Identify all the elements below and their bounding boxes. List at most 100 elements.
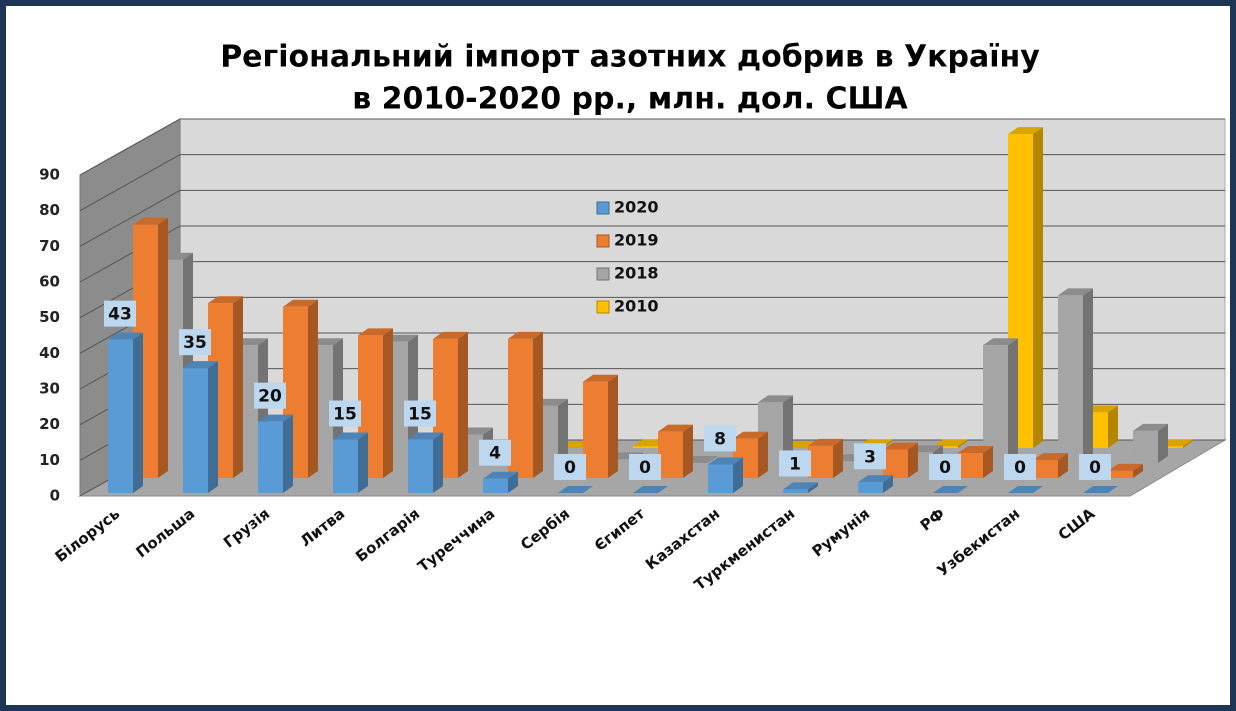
- bar-top: [408, 432, 443, 440]
- bar: [983, 345, 1008, 463]
- bar: [183, 368, 208, 493]
- bar-top: [433, 331, 468, 339]
- bar-top: [108, 332, 143, 340]
- data-label-box: [254, 382, 286, 409]
- bar: [408, 439, 433, 493]
- y-tick-label: 20: [39, 415, 60, 433]
- legend-label: 2018: [614, 264, 659, 283]
- data-label: 1: [789, 454, 801, 474]
- bar-side: [908, 442, 918, 478]
- data-label: 0: [564, 458, 576, 478]
- bar-side: [558, 398, 568, 463]
- bar-top: [1033, 453, 1068, 461]
- y-tick-label: 90: [39, 166, 60, 184]
- bar: [108, 339, 133, 493]
- bar: [883, 449, 908, 478]
- data-label-box: [104, 300, 136, 327]
- bar-side: [383, 328, 393, 478]
- bar-top: [1058, 288, 1093, 296]
- bar: [508, 338, 533, 478]
- data-label-box: [1079, 454, 1111, 480]
- legend-swatch: [596, 201, 610, 215]
- bar-top: [658, 424, 693, 432]
- data-label-box: [854, 443, 886, 470]
- legend-swatch: [596, 267, 610, 281]
- data-label-box: [329, 400, 361, 427]
- bar-side: [533, 331, 543, 478]
- y-tick-label: 80: [39, 201, 60, 219]
- data-label: 0: [1089, 458, 1101, 478]
- bar-top: [1083, 486, 1118, 493]
- bar: [583, 381, 608, 478]
- data-label-box: [929, 454, 961, 480]
- bar-side: [1183, 439, 1193, 448]
- bar-top: [558, 486, 593, 493]
- bar: [483, 478, 508, 493]
- bar-top: [1108, 463, 1143, 471]
- bar: [1133, 430, 1158, 463]
- bar-top: [858, 475, 893, 483]
- bar-side: [133, 332, 143, 493]
- bar-top: [1008, 486, 1043, 493]
- bar-side: [233, 296, 243, 478]
- data-label-box: [629, 454, 661, 480]
- bar-side: [458, 331, 468, 478]
- legend-label: 2019: [614, 231, 659, 250]
- bar-side: [1058, 453, 1068, 478]
- data-label-box: [179, 329, 211, 356]
- grid-line: [79, 154, 181, 212]
- bar: [1108, 470, 1133, 478]
- bar-side: [358, 432, 368, 493]
- bar-top: [183, 361, 218, 369]
- legend-swatch: [596, 234, 610, 248]
- bar-top: [733, 431, 768, 439]
- bar: [958, 453, 983, 478]
- bar: [333, 439, 358, 493]
- bar: [1058, 295, 1083, 463]
- bar-top: [783, 482, 818, 490]
- data-label: 15: [408, 405, 432, 425]
- bar-side: [733, 457, 743, 493]
- bar-side: [308, 299, 318, 478]
- data-label: 3: [864, 447, 876, 467]
- bar-side: [1108, 405, 1118, 448]
- bar-side: [1158, 423, 1168, 463]
- data-label-box: [554, 454, 586, 480]
- bar: [1033, 460, 1058, 478]
- chart-title: Регіональний імпорт азотних добрив в Укр…: [220, 40, 1040, 75]
- bar-top: [883, 442, 918, 450]
- bar: [633, 446, 658, 448]
- bar-side: [983, 446, 993, 478]
- bar-top: [633, 486, 668, 493]
- bar: [258, 421, 283, 493]
- bar-top: [983, 338, 1018, 346]
- y-tick-label: 60: [39, 273, 60, 291]
- bar-top: [1008, 127, 1043, 135]
- bar: [1158, 446, 1183, 448]
- chart-title: в 2010-2020 рр., млн. дол. США: [352, 82, 908, 117]
- data-label-box: [404, 400, 436, 427]
- bar-side: [208, 361, 218, 493]
- bar: [858, 482, 883, 493]
- bar-top: [933, 486, 968, 493]
- bar-top: [508, 331, 543, 339]
- bar-top: [483, 471, 518, 479]
- bar-side: [508, 471, 518, 493]
- data-label: 0: [639, 458, 651, 478]
- bar-side: [833, 438, 843, 478]
- bar-top: [758, 395, 793, 403]
- bar-top: [708, 457, 743, 465]
- bar-side: [1033, 127, 1043, 448]
- bar: [783, 489, 808, 493]
- bar-top: [583, 374, 618, 382]
- bar: [808, 445, 833, 478]
- bar-top: [958, 446, 993, 454]
- y-tick-label: 10: [39, 451, 60, 469]
- bar: [933, 446, 958, 448]
- y-tick-label: 0: [50, 487, 60, 505]
- bar-top: [258, 414, 293, 422]
- data-label-box: [704, 425, 736, 452]
- bar-top: [283, 299, 318, 307]
